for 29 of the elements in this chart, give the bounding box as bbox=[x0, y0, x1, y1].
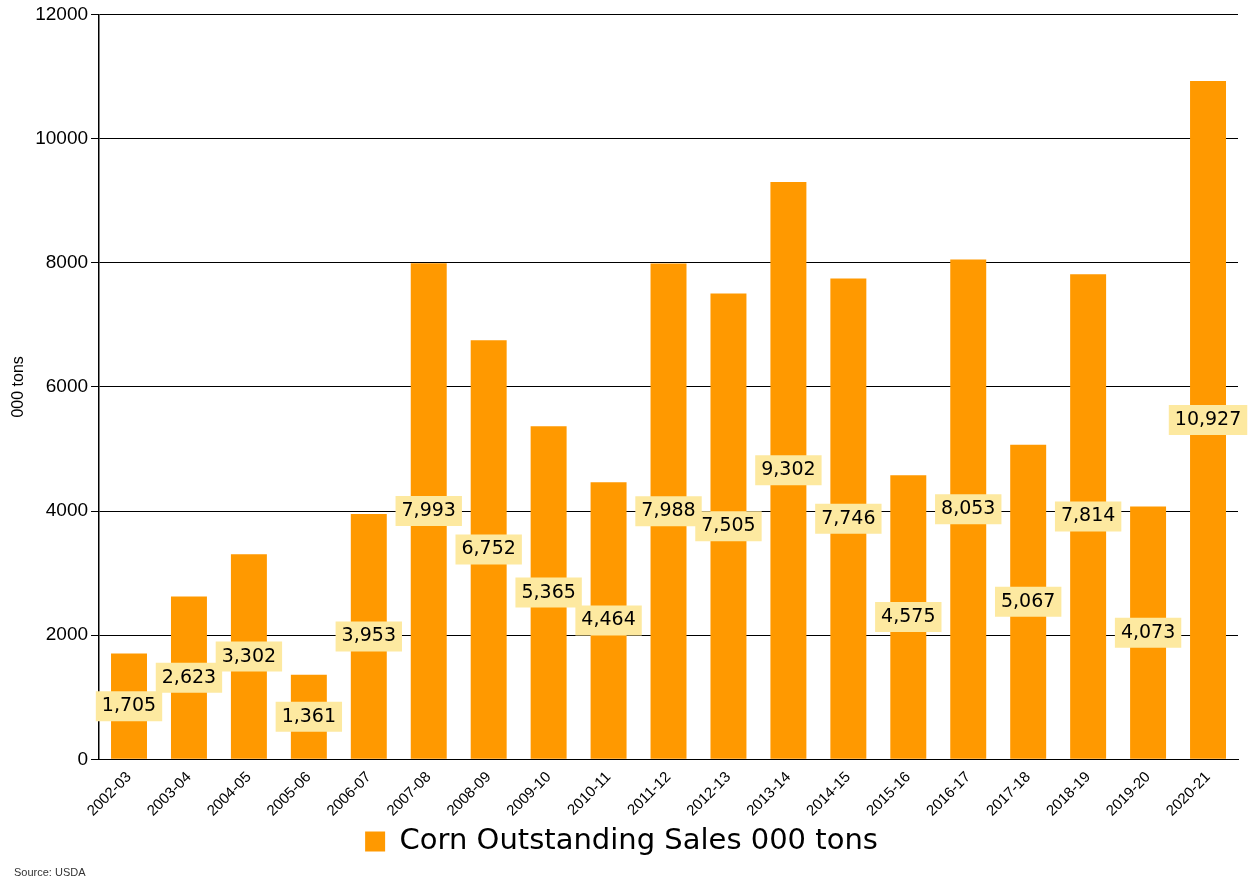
data-label: 9,302 bbox=[761, 457, 816, 480]
data-label: 1,361 bbox=[281, 703, 337, 726]
y-axis-title: 000 tons bbox=[9, 356, 27, 418]
data-label: 4,575 bbox=[881, 604, 936, 627]
y-tick-label: 2000 bbox=[45, 623, 89, 645]
data-label: 7,988 bbox=[641, 498, 696, 521]
y-tick-label: 10000 bbox=[35, 126, 89, 148]
data-label: 6,752 bbox=[461, 536, 516, 559]
y-tick-label: 0 bbox=[77, 747, 89, 769]
legend-label: Corn Outstanding Sales 000 tons bbox=[399, 822, 878, 857]
data-label: 7,505 bbox=[701, 513, 756, 536]
data-label: 3,302 bbox=[221, 643, 277, 666]
data-label: 5,067 bbox=[1000, 588, 1056, 611]
data-label: 7,746 bbox=[821, 505, 876, 528]
data-label: 7,993 bbox=[401, 497, 456, 520]
data-label: 10,927 bbox=[1174, 406, 1242, 429]
source-note: Source: USDA bbox=[14, 866, 86, 878]
y-tick-label: 6000 bbox=[45, 375, 89, 397]
y-tick-label: 4000 bbox=[45, 499, 89, 521]
y-tick-label: 12000 bbox=[35, 2, 89, 24]
data-label: 7,814 bbox=[1060, 503, 1116, 526]
data-label: 5,365 bbox=[521, 579, 576, 602]
data-label: 4,464 bbox=[581, 607, 636, 630]
data-label: 4,073 bbox=[1120, 619, 1176, 642]
data-label: 8,053 bbox=[941, 496, 996, 519]
data-label: 3,953 bbox=[341, 623, 396, 646]
data-label: 2,623 bbox=[161, 664, 217, 687]
y-tick-label: 8000 bbox=[45, 250, 89, 272]
data-label: 1,705 bbox=[101, 693, 157, 716]
